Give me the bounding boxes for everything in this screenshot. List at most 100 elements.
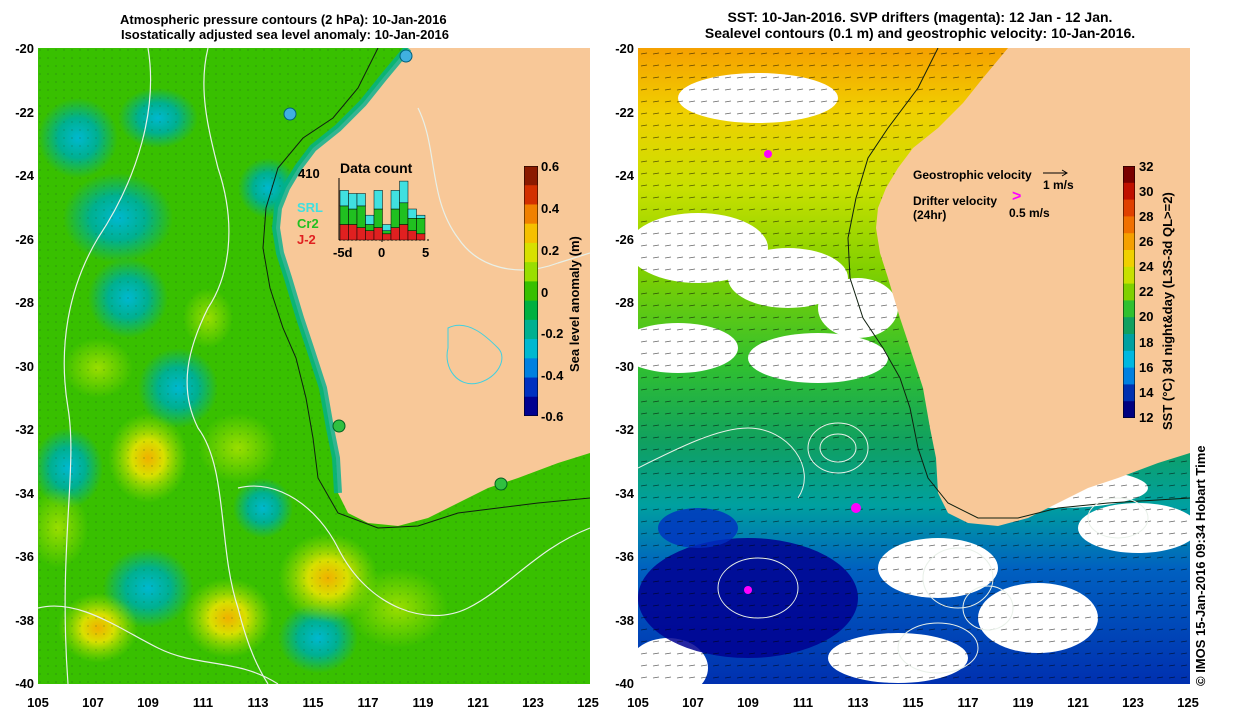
- x-tick: 111: [192, 695, 214, 710]
- count-bar-cr2: [365, 224, 375, 231]
- shelf-contour: [262, 48, 590, 529]
- colorbar-band: [524, 300, 538, 321]
- colorbar-band: [524, 166, 538, 186]
- count-bar-srl: [390, 190, 400, 210]
- x-tick: 123: [522, 695, 544, 710]
- colorbar-band: [524, 223, 538, 244]
- cb-tick: 16: [1139, 360, 1154, 375]
- x-tick: 115: [302, 695, 324, 710]
- colorbar-band: [524, 358, 538, 379]
- colorbar-band: [1123, 401, 1135, 418]
- y-tick: -36: [615, 549, 634, 564]
- colorbar-band: [524, 377, 538, 398]
- colorbar-band: [1123, 317, 1135, 335]
- y-tick: -24: [15, 168, 34, 183]
- cb-tick: 0: [541, 285, 549, 300]
- count-bar-cr2: [348, 208, 358, 225]
- x-tick: 105: [27, 695, 49, 710]
- x-tick: 117: [957, 695, 979, 710]
- tide-gauge[interactable]: [494, 477, 508, 491]
- cb-tick: 18: [1139, 335, 1154, 350]
- right-colorbar: [1123, 166, 1135, 418]
- left-title-line1: Atmospheric pressure contours (2 hPa): 1…: [120, 12, 447, 27]
- y-tick: -38: [615, 613, 634, 628]
- legend-j2: J-2: [297, 232, 316, 247]
- colorbar-band: [1123, 216, 1135, 234]
- australia-land: [276, 48, 590, 526]
- shelf-contour: [847, 48, 1190, 519]
- cb-tick: 12: [1139, 410, 1154, 425]
- x-tick: 115: [902, 695, 924, 710]
- drifter[interactable]: [764, 150, 772, 158]
- x-tick: 119: [1012, 695, 1034, 710]
- australia-land: [876, 48, 1190, 526]
- y-tick: -40: [15, 676, 34, 691]
- colorbar-band: [1123, 350, 1135, 369]
- count-bar-srl: [339, 190, 349, 207]
- count-bar-cr2: [339, 205, 349, 225]
- colorbar-band: [1123, 250, 1135, 268]
- x-tick: 109: [137, 695, 159, 710]
- tide-gauge[interactable]: [283, 107, 297, 121]
- x-tick: 105: [627, 695, 649, 710]
- x-tick: 121: [1067, 695, 1089, 710]
- colorbar-band: [1123, 334, 1135, 352]
- tide-gauge[interactable]: [399, 49, 413, 63]
- y-tick: -22: [15, 105, 34, 120]
- colorbar-band: [524, 319, 538, 340]
- count-bar-srl: [416, 214, 426, 219]
- drifter-velocity-sub: (24hr): [913, 208, 947, 222]
- x-tick: 109: [737, 695, 759, 710]
- y-tick: -20: [15, 41, 34, 56]
- cb-tick: 20: [1139, 309, 1154, 324]
- count-bar-cr2: [416, 218, 426, 235]
- data-count-chart: [338, 178, 430, 242]
- x-tick: 113: [247, 695, 269, 710]
- cb-tick: 14: [1139, 385, 1154, 400]
- colorbar-band: [524, 185, 538, 205]
- count-bar-j2: [390, 227, 400, 241]
- sealevel-contours: [638, 422, 1149, 674]
- data-count-xlabel: 0: [378, 245, 386, 260]
- count-bar-j2: [373, 227, 383, 241]
- y-tick: -34: [15, 486, 34, 501]
- drifter[interactable]: [744, 586, 752, 594]
- cb-tick: 24: [1139, 259, 1154, 274]
- tide-gauge[interactable]: [332, 419, 346, 433]
- right-map[interactable]: [638, 48, 1190, 684]
- colorbar-band: [524, 281, 538, 302]
- data-count-xlabel: 5: [422, 245, 430, 260]
- drifter[interactable]: [851, 503, 861, 513]
- x-tick: 123: [1122, 695, 1144, 710]
- x-tick: 113: [847, 695, 869, 710]
- drifter-velocity-scale: 0.5 m/s: [1009, 206, 1050, 220]
- colorbar-band: [1123, 182, 1135, 201]
- count-bar-j2: [356, 227, 366, 241]
- geo-velocity-label: Geostrophic velocity: [913, 168, 1032, 182]
- y-tick: -24: [615, 168, 634, 183]
- cb-tick: 0.4: [541, 201, 560, 216]
- x-tick: 107: [82, 695, 104, 710]
- cb-tick: 22: [1139, 284, 1154, 299]
- count-bar-srl: [373, 190, 383, 210]
- colorbar-band: [1123, 300, 1135, 318]
- y-tick: -34: [615, 486, 634, 501]
- y-tick: -32: [15, 422, 34, 437]
- colorbar-band: [1123, 266, 1135, 285]
- right-colorbar-label: SST (°C) 3d night&day (L3S-3d QL>=2): [1160, 192, 1175, 430]
- y-tick: -30: [15, 359, 34, 374]
- count-bar-j2: [407, 230, 417, 241]
- y-tick: -38: [15, 613, 34, 628]
- left-map[interactable]: [38, 48, 590, 684]
- count-bar-j2: [399, 224, 409, 241]
- count-bar-srl: [407, 208, 417, 219]
- x-tick: 125: [577, 695, 599, 710]
- count-bar-j2: [416, 233, 426, 241]
- colorbar-band: [524, 339, 538, 359]
- count-bar-srl: [365, 214, 375, 225]
- drifter-velocity-label: Drifter velocity: [913, 194, 998, 208]
- count-bar-j2: [339, 224, 349, 241]
- right-title-line1: SST: 10-Jan-2016. SVP drifters (magenta)…: [727, 9, 1113, 25]
- cb-tick: -0.2: [541, 326, 564, 341]
- left-colorbar-label: Sea level anomaly (m): [567, 236, 582, 372]
